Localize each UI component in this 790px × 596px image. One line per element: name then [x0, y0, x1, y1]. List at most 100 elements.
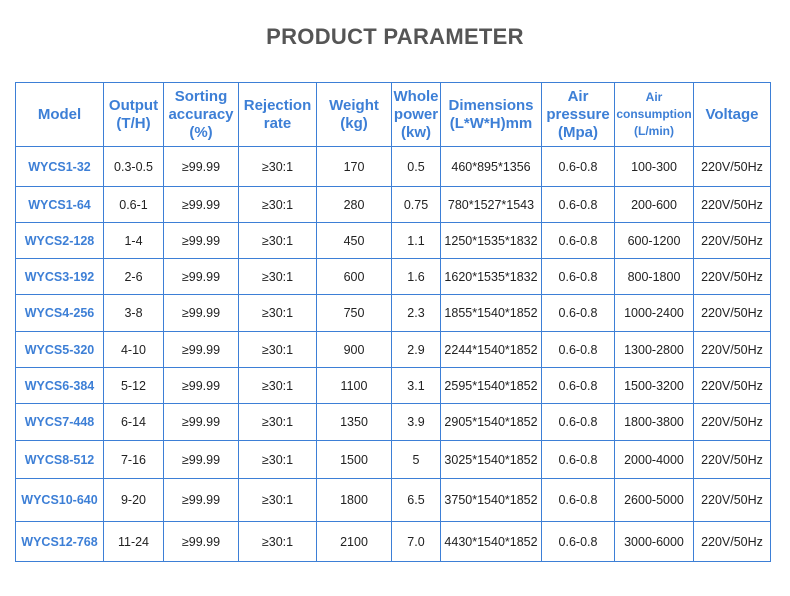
table-cell: ≥99.99 [163, 258, 239, 295]
table-cell: 0.6-0.8 [541, 258, 615, 295]
column-header-line: Voltage [705, 105, 759, 123]
model-cell: WYCS6-384 [15, 367, 104, 404]
table-row: WYCS2-128 1-4 ≥99.99 ≥30:1 450 1.1 1250*1535*1… [15, 222, 771, 259]
table-cell: 0.6-0.8 [541, 146, 615, 187]
table-cell: 2600-5000 [614, 478, 694, 522]
table-cell: 2595*1540*1852 [440, 367, 542, 404]
table-cell: ≥99.99 [163, 367, 239, 404]
table-cell: 2905*1540*1852 [440, 403, 542, 441]
column-header: Dimensions (L*W*H)mm [440, 82, 542, 147]
table-cell: 220V/50Hz [693, 186, 771, 223]
table-cell: 2000-4000 [614, 440, 694, 479]
table-cell: ≥99.99 [163, 294, 239, 332]
table-cell: 7.0 [391, 521, 441, 562]
model-cell: WYCS3-192 [15, 258, 104, 295]
table-cell: 2244*1540*1852 [440, 331, 542, 368]
column-header-line: rate [263, 114, 292, 132]
table-cell: ≥30:1 [238, 440, 317, 479]
table-cell: 220V/50Hz [693, 367, 771, 404]
table-row: WYCS1-64 0.6-1 ≥99.99 ≥30:1 280 0.75 780*1527*… [15, 186, 771, 223]
column-header: Model [15, 82, 104, 147]
column-header-line: Weight [329, 96, 379, 114]
table-row: WYCS4-256 3-8 ≥99.99 ≥30:1 750 2.3 1855*1540*1… [15, 294, 771, 332]
model-cell: WYCS7-448 [15, 403, 104, 441]
table-row: WYCS1-32 0.3-0.5 ≥99.99 ≥30:1 170 0.5 460*895*… [15, 146, 771, 187]
table-cell: 6-14 [103, 403, 164, 441]
table-cell: 0.3-0.5 [103, 146, 164, 187]
column-header-line: Air [645, 90, 663, 104]
table-cell: 450 [316, 222, 392, 259]
table-cell: 11-24 [103, 521, 164, 562]
column-header-line: (T/H) [116, 114, 151, 132]
column-header: Whole power (kw) [391, 82, 441, 147]
column-header: Output (T/H) [103, 82, 164, 147]
table-cell: 3000-6000 [614, 521, 694, 562]
table-cell: ≥99.99 [163, 403, 239, 441]
table-cell: 780*1527*1543 [440, 186, 542, 223]
column-header-line: (%) [189, 123, 213, 141]
table-cell: 5-12 [103, 367, 164, 404]
table-cell: ≥99.99 [163, 478, 239, 522]
table-cell: 0.6-0.8 [541, 440, 615, 479]
table-cell: ≥99.99 [163, 222, 239, 259]
table-cell: ≥99.99 [163, 186, 239, 223]
table-cell: 1350 [316, 403, 392, 441]
table-cell: ≥99.99 [163, 146, 239, 187]
table-cell: 1300-2800 [614, 331, 694, 368]
table-cell: 220V/50Hz [693, 222, 771, 259]
table-cell: 0.6-0.8 [541, 521, 615, 562]
table-cell: 0.75 [391, 186, 441, 223]
table-row: WYCS12-768 11-24 ≥99.99 ≥30:1 2100 7.0 4430*15… [15, 521, 771, 562]
table-cell: 750 [316, 294, 392, 332]
table-cell: 7-16 [103, 440, 164, 479]
table-cell: ≥30:1 [238, 222, 317, 259]
table-cell: ≥30:1 [238, 294, 317, 332]
column-header-line: (kg) [340, 114, 368, 132]
column-header-line: Rejection [243, 96, 312, 114]
column-header-line: Air [567, 87, 589, 105]
table-cell: 1500 [316, 440, 392, 479]
table-cell: 0.5 [391, 146, 441, 187]
table-cell: 5 [391, 440, 441, 479]
table-cell: 220V/50Hz [693, 403, 771, 441]
table-cell: 1800 [316, 478, 392, 522]
column-header: Weight (kg) [316, 82, 392, 147]
column-header-line: (L*W*H)mm [449, 114, 533, 132]
table-cell: 220V/50Hz [693, 294, 771, 332]
table-cell: 1620*1535*1832 [440, 258, 542, 295]
table-cell: ≥30:1 [238, 478, 317, 522]
table-cell: 220V/50Hz [693, 146, 771, 187]
table-cell: 220V/50Hz [693, 478, 771, 522]
page-title: PRODUCT PARAMETER [266, 24, 524, 49]
column-header-line: Sorting [174, 87, 228, 105]
table-cell: ≥99.99 [163, 521, 239, 562]
table-cell: 0.6-0.8 [541, 403, 615, 441]
column-header-line: Output [108, 96, 159, 114]
table-cell: 200-600 [614, 186, 694, 223]
table-header-row: Model Output (T/H) Sorting accuracy (%) Reject… [15, 82, 771, 147]
table-cell: ≥99.99 [163, 440, 239, 479]
table-cell: 900 [316, 331, 392, 368]
table-row: WYCS6-384 5-12 ≥99.99 ≥30:1 1100 3.1 2595*1540… [15, 367, 771, 404]
table-cell: 0.6-0.8 [541, 186, 615, 223]
table-cell: 220V/50Hz [693, 331, 771, 368]
column-header-line: pressure [546, 105, 610, 123]
model-cell: WYCS8-512 [15, 440, 104, 479]
table-cell: 0.6-0.8 [541, 222, 615, 259]
model-cell: WYCS1-64 [15, 186, 104, 223]
table-cell: 220V/50Hz [693, 521, 771, 562]
table-cell: ≥30:1 [238, 521, 317, 562]
table-cell: ≥30:1 [238, 331, 317, 368]
column-header: Voltage [693, 82, 771, 147]
table-cell: 1800-3800 [614, 403, 694, 441]
table-cell: 1000-2400 [614, 294, 694, 332]
table-cell: 0.6-0.8 [541, 294, 615, 332]
table-cell: 2.9 [391, 331, 441, 368]
table-cell: 3-8 [103, 294, 164, 332]
table-cell: 2100 [316, 521, 392, 562]
table-cell: 280 [316, 186, 392, 223]
table-cell: 0.6-0.8 [541, 367, 615, 404]
table-cell: 100-300 [614, 146, 694, 187]
table-cell: 1500-3200 [614, 367, 694, 404]
model-cell: WYCS10-640 [15, 478, 104, 522]
